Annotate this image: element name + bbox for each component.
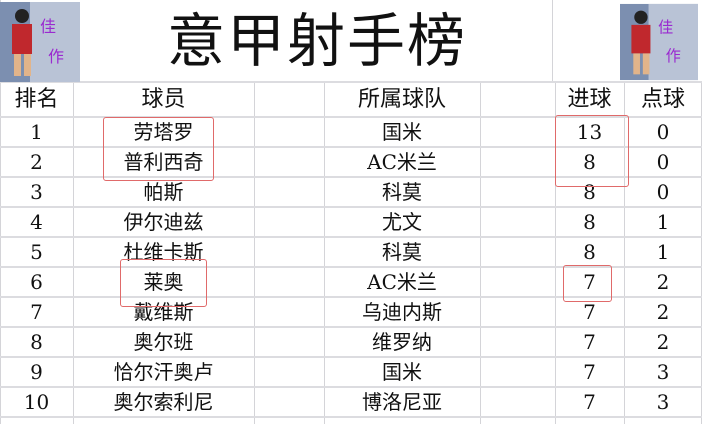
cell-goals: 8	[583, 240, 596, 264]
highlight-box-leao	[120, 259, 207, 307]
cell-player: 恰尔汗奥卢	[113, 360, 214, 384]
cell-penalties: 2	[656, 330, 670, 354]
grid-row-line	[0, 416, 702, 418]
cell-team: 尤文	[382, 210, 422, 234]
grid-column-line	[552, 0, 553, 82]
grid-row-line	[0, 206, 702, 208]
header-team: 所属球队	[357, 87, 446, 112]
cell-penalties: 1	[656, 210, 670, 234]
cell-goals: 13	[576, 120, 603, 144]
cell-team: 科莫	[382, 240, 422, 264]
grid-row-line	[0, 176, 702, 178]
header-penalties: 点球	[640, 87, 685, 112]
cell-player: 伊尔迪兹	[123, 210, 204, 234]
cell-player: 戴维斯	[133, 300, 194, 324]
grid-row-line	[0, 81, 702, 83]
grid-row-line	[0, 236, 702, 238]
header-goals: 进球	[567, 87, 612, 112]
grid-column-line	[254, 82, 255, 424]
cell-team: 国米	[382, 120, 422, 144]
cell-goals: 7	[583, 270, 596, 294]
cell-penalties: 0	[656, 150, 670, 174]
cell-penalties: 1	[656, 240, 670, 264]
cell-penalties: 2	[656, 270, 670, 294]
cell-goals: 7	[583, 330, 596, 354]
cell-goals: 7	[583, 300, 596, 324]
cell-rank: 2	[30, 150, 43, 174]
cell-team: AC米兰	[367, 270, 437, 294]
highlight-box-leao-goals	[563, 265, 612, 302]
cell-player: 劳塔罗	[133, 120, 194, 144]
cell-penalties: 3	[656, 390, 670, 414]
cell-goals: 8	[583, 150, 596, 174]
svg-text:佳: 佳	[658, 18, 673, 36]
highlight-box-players	[103, 117, 214, 181]
grid-column-line	[555, 82, 556, 424]
cell-player: 普利西奇	[123, 150, 204, 174]
cell-penalties: 3	[656, 360, 670, 384]
cell-rank: 8	[30, 330, 43, 354]
cell-goals: 7	[583, 360, 596, 384]
cell-team: 科莫	[382, 180, 422, 204]
header-player: 球员	[141, 87, 186, 112]
page-title: 意甲射手榜	[166, 7, 467, 75]
cell-rank: 10	[23, 390, 50, 414]
svg-text:作: 作	[48, 47, 64, 66]
cell-team: 维罗纳	[372, 330, 432, 354]
grid-column-line	[73, 82, 74, 424]
grid-row-line	[0, 266, 702, 268]
svg-text:作: 作	[666, 47, 681, 65]
cell-rank: 3	[30, 180, 43, 204]
basketball-player-image-right: 佳作	[620, 2, 700, 82]
cell-team: 博洛尼亚	[362, 390, 442, 414]
cell-rank: 7	[30, 300, 43, 324]
svg-text:佳: 佳	[40, 17, 56, 36]
cell-rank: 9	[30, 360, 43, 384]
cell-player: 杜维卡斯	[123, 240, 204, 264]
cell-rank: 5	[30, 240, 43, 264]
grid-row-line	[0, 356, 702, 358]
cell-player: 奥尔索利尼	[113, 390, 214, 414]
cell-team: 国米	[382, 360, 422, 384]
cell-rank: 1	[30, 120, 43, 144]
grid-row-line	[0, 326, 702, 328]
grid-row-line	[0, 116, 702, 118]
grid-column-line	[0, 82, 1, 424]
grid-row-line	[0, 296, 702, 298]
cell-player: 莱奥	[143, 270, 184, 294]
cell-penalties: 0	[656, 180, 670, 204]
cell-goals: 8	[583, 210, 596, 234]
grid-row-line	[0, 146, 702, 148]
highlight-box-goals	[555, 115, 629, 187]
grid-column-line	[480, 82, 481, 424]
cell-goals: 7	[583, 390, 596, 414]
grid-column-line	[624, 82, 625, 424]
basketball-player-image-left: 佳作	[0, 2, 80, 82]
cell-rank: 6	[30, 270, 43, 294]
header-rank: 排名	[14, 87, 59, 112]
cell-player: 帕斯	[143, 180, 184, 204]
cell-penalties: 0	[656, 120, 670, 144]
cell-team: AC米兰	[367, 150, 437, 174]
cell-rank: 4	[30, 210, 43, 234]
grid-row-line	[0, 386, 702, 388]
cell-penalties: 2	[656, 300, 670, 324]
grid-column-line	[324, 82, 325, 424]
cell-player: 奥尔班	[133, 330, 194, 354]
cell-team: 乌迪内斯	[362, 300, 442, 324]
